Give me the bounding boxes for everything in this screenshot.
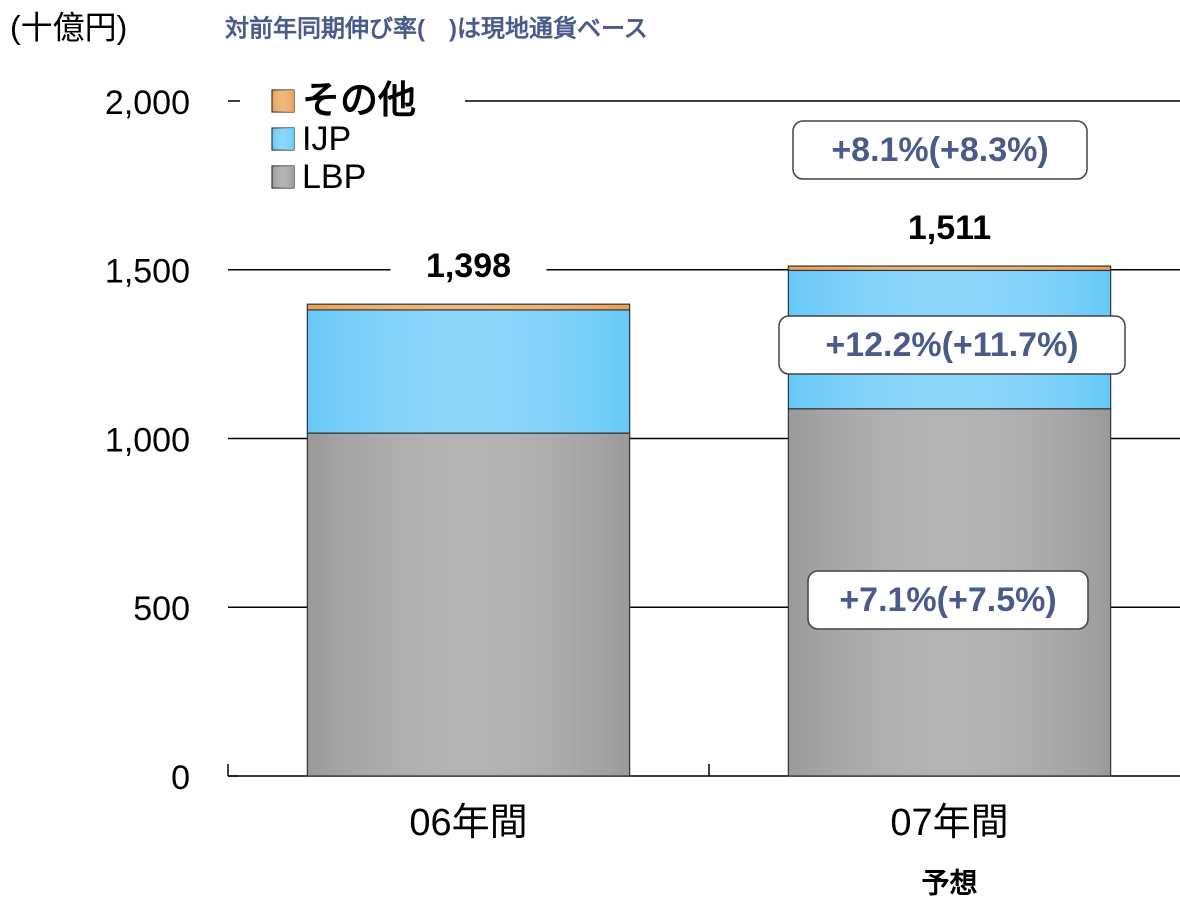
y-tick-label: 2,000	[105, 84, 190, 122]
total-label-bg	[871, 208, 1028, 251]
subtitle: 対前年同期伸び率( )は現地通貨ベース	[225, 14, 648, 42]
category-note: 予想	[921, 867, 977, 898]
bar-segment	[306, 303, 631, 311]
annotation-box	[792, 120, 1088, 180]
annotation: +8.1%(+8.3%)	[831, 131, 1048, 169]
bar-segment	[306, 432, 631, 777]
legend-swatch-shade	[272, 90, 294, 112]
total-label: 1,511	[908, 209, 991, 247]
y-tick-label: 500	[133, 590, 190, 628]
annotation-box	[778, 315, 1126, 375]
annotation: +12.2%(+11.7%)	[825, 326, 1078, 364]
bar-segment	[787, 265, 1112, 272]
y-tick-label: 1,000	[105, 421, 190, 459]
total-label: 1,398	[426, 247, 511, 285]
legend-label: IJP	[302, 120, 351, 158]
y-axis-label: (十億円)	[10, 9, 127, 45]
legend-swatch-shade	[272, 166, 294, 188]
annotation-box	[807, 570, 1089, 630]
bar-segment	[306, 309, 631, 434]
y-tick-label: 0	[171, 759, 190, 797]
annotation: +7.1%(+7.5%)	[839, 581, 1056, 619]
y-tick-label: 1,500	[105, 253, 190, 291]
x-tick-label: 06年間	[409, 802, 527, 844]
x-tick-label: 07年間	[890, 802, 1008, 844]
legend-label: LBP	[302, 158, 366, 196]
legend-label: その他	[302, 80, 416, 122]
legend-swatch-shade	[272, 128, 294, 150]
total-label-bg	[390, 246, 547, 289]
